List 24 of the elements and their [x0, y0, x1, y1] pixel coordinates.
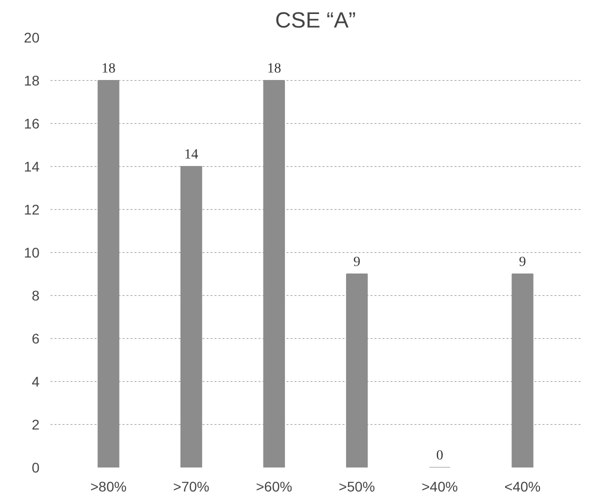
x-tick-label: >70% — [173, 478, 210, 494]
data-label: 0 — [436, 448, 444, 464]
x-tick-label: >80% — [90, 478, 127, 494]
y-tick-label: 8 — [32, 288, 40, 304]
chart-title: CSE “A” — [275, 8, 356, 32]
y-tick-label: 20 — [24, 30, 40, 46]
y-tick-label: 10 — [24, 244, 40, 260]
data-label: 9 — [519, 255, 526, 270]
y-tick-label: 18 — [24, 72, 40, 88]
x-tick-label: >50% — [338, 478, 376, 494]
y-tick-label: 16 — [24, 116, 40, 132]
y-tick-label: 2 — [32, 416, 40, 432]
data-label: 14 — [184, 148, 198, 162]
y-tick-label: 12 — [24, 202, 40, 218]
x-tick-label: >60% — [256, 478, 292, 494]
data-label: 18 — [267, 62, 282, 76]
x-tick-label: >40% — [422, 478, 458, 494]
data-label: 9 — [353, 255, 360, 270]
data-label: 18 — [101, 62, 116, 76]
y-tick-label: 14 — [24, 158, 40, 174]
y-tick-label: 6 — [32, 330, 40, 346]
y-tick-label: 4 — [32, 374, 40, 390]
x-tick-label: <40% — [504, 478, 541, 494]
y-tick-label: 0 — [32, 460, 40, 476]
